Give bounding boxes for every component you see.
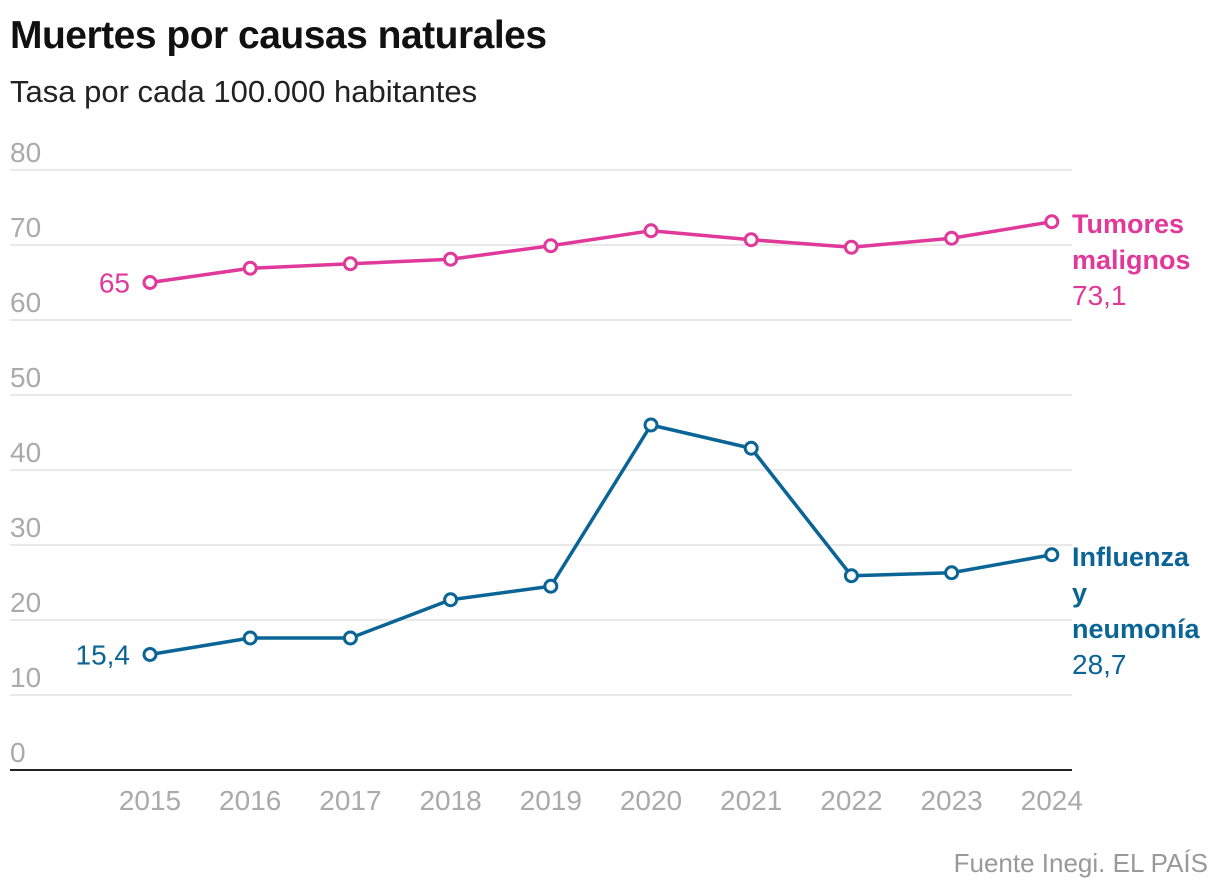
end-value-label: 28,7: [1072, 649, 1127, 680]
chart-subtitle: Tasa por cada 100.000 habitantes: [10, 74, 478, 109]
data-point: [643, 223, 659, 239]
series-name-label: y: [1072, 578, 1087, 608]
series-name-label: Tumores: [1072, 209, 1184, 239]
data-point: [643, 417, 659, 433]
source-note: Fuente Inegi. EL PAÍS: [953, 848, 1208, 878]
end-value-label: 73,1: [1072, 280, 1127, 311]
data-point: [1044, 547, 1060, 563]
data-point: [142, 275, 158, 290]
data-point: [342, 256, 358, 272]
data-point: [843, 568, 859, 584]
y-tick-label: 70: [10, 212, 41, 243]
start-value-label: 15,4: [76, 640, 131, 671]
data-point: [242, 630, 258, 646]
data-point: [944, 565, 960, 581]
x-tick-label: 2018: [419, 785, 481, 816]
data-point: [342, 630, 358, 646]
data-point: [843, 239, 859, 255]
data-point: [443, 251, 459, 267]
y-tick-label: 80: [10, 137, 41, 168]
data-point: [743, 232, 759, 248]
x-tick-label: 2024: [1021, 785, 1083, 816]
x-tick-label: 2021: [720, 785, 782, 816]
data-point: [743, 440, 759, 456]
x-tick-label: 2023: [920, 785, 982, 816]
data-point: [543, 238, 559, 254]
data-point: [242, 260, 258, 276]
x-tick-label: 2017: [319, 785, 381, 816]
x-tick-label: 2022: [820, 785, 882, 816]
start-value-label: 65: [99, 268, 130, 299]
series-name-label: Influenza: [1072, 542, 1190, 572]
y-tick-label: 40: [10, 437, 41, 468]
x-tick-label: 2020: [620, 785, 682, 816]
data-point: [543, 578, 559, 594]
x-tick-label: 2016: [219, 785, 281, 816]
y-tick-label: 50: [10, 362, 41, 393]
data-point: [443, 592, 459, 608]
data-point: [944, 230, 960, 246]
y-tick-label: 60: [10, 287, 41, 318]
series-line: [149, 220, 1053, 285]
y-tick-label: 30: [10, 512, 41, 543]
chart-title: Muertes por causas naturales: [10, 14, 547, 57]
series-name-label: malignos: [1072, 245, 1191, 275]
data-point: [142, 647, 158, 662]
x-tick-label: 2019: [520, 785, 582, 816]
series-name-label: neumonía: [1072, 614, 1200, 644]
x-tick-label: 2015: [119, 785, 181, 816]
series-line: [149, 423, 1053, 657]
y-tick-label: 20: [10, 587, 41, 618]
y-tick-label: 10: [10, 662, 41, 693]
data-point: [1044, 214, 1060, 230]
y-tick-label: 0: [10, 737, 26, 768]
